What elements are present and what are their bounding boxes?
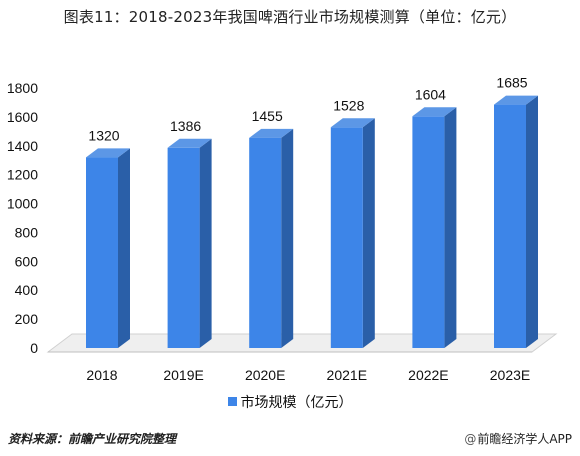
y-tick-label: 1600 [7, 109, 38, 125]
y-tick-label: 1400 [7, 138, 38, 154]
bar-front [330, 127, 363, 349]
bar-side [199, 138, 212, 348]
y-tick-label: 0 [30, 340, 38, 356]
bars: 1320 1386 1455 1528 1604 1685 [86, 75, 538, 349]
x-tick-label: 2019E [163, 367, 203, 383]
data-label: 1685 [496, 75, 527, 91]
bar-side [444, 107, 457, 348]
bar-2022E: 1604 [412, 86, 457, 348]
bar-2018: 1320 [86, 127, 130, 348]
y-tick-label: 200 [15, 311, 39, 327]
y-tick-label: 800 [15, 224, 39, 240]
data-label: 1320 [88, 127, 119, 143]
data-label: 1455 [252, 108, 283, 124]
x-tick-label: 2020E [245, 367, 285, 383]
bar-front [412, 116, 445, 348]
page-title: 图表11：2018-2023年我国啤酒行业市场规模测算（单位：亿元） [63, 8, 517, 26]
bar-front [494, 104, 526, 348]
y-axis: 0 200 400 600 800 1000 1200 1400 1600 1800 [7, 80, 38, 356]
data-label: 1386 [170, 118, 201, 134]
bar-front [167, 147, 200, 348]
legend: 市场规模（亿元） [0, 392, 580, 412]
bar-front [86, 157, 118, 348]
x-tick-label: 2022E [408, 367, 448, 383]
bar-side [281, 128, 294, 348]
bar-top [412, 107, 457, 117]
source-note: 资料来源：前瞻产业研究院整理 [8, 432, 177, 446]
x-axis: 2018 2019E 2020E 2021E 2022E 2023E [86, 367, 530, 383]
bar-top [330, 118, 375, 128]
x-tick-label: 2023E [490, 367, 530, 383]
y-tick-label: 600 [15, 253, 39, 269]
y-tick-label: 1200 [7, 167, 38, 183]
bar-top [167, 138, 212, 148]
legend-swatch [227, 397, 237, 406]
y-tick-label: 1000 [7, 196, 38, 212]
bar-side [362, 118, 375, 349]
bar-2023E: 1685 [494, 75, 538, 348]
brand-at-icon: @ [464, 432, 477, 446]
bar-2021E: 1528 [330, 97, 375, 349]
bar-side [118, 148, 130, 348]
data-label: 1528 [333, 97, 364, 113]
bar-top [86, 148, 130, 158]
bar-2020E: 1455 [249, 108, 294, 348]
bar-front [249, 137, 282, 348]
bar-2019E: 1386 [167, 118, 212, 348]
data-label: 1604 [415, 86, 446, 102]
bar-side [526, 95, 538, 348]
y-tick-label: 400 [15, 282, 39, 298]
bar-top [249, 128, 294, 138]
x-tick-label: 2018 [86, 367, 117, 383]
brand-footer: @前瞻经济学人APP [464, 430, 572, 447]
y-tick-label: 1800 [7, 80, 38, 96]
legend-label: 市场规模（亿元） [240, 395, 353, 411]
bar-top [494, 95, 538, 105]
brand-name: 前瞻经济学人APP [477, 432, 572, 446]
x-tick-label: 2021E [327, 367, 367, 383]
